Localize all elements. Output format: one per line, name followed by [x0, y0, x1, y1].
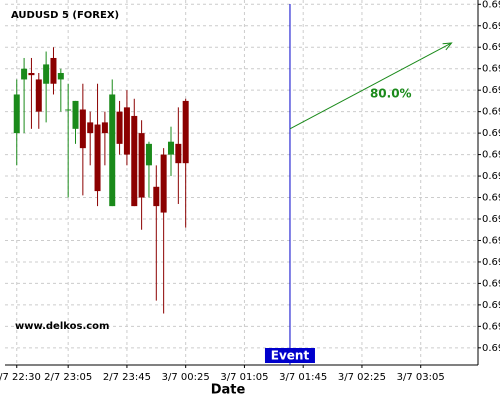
y-tick-label: 0.6924: [482, 85, 500, 96]
candle-body: [116, 111, 123, 144]
y-tick-label: 0.6927: [482, 21, 500, 32]
y-tick-label: 0.6921: [482, 150, 500, 161]
candle-body: [79, 109, 86, 149]
y-tick-label: 0.6922: [482, 128, 500, 139]
candle-body: [167, 141, 174, 155]
candle-body: [65, 109, 72, 111]
x-tick-label: 3/7 01:05: [220, 372, 268, 383]
candle-body: [50, 57, 57, 84]
candle-body: [131, 115, 138, 207]
arrow-head: [442, 42, 453, 51]
candle-body: [43, 64, 50, 84]
x-tick-label: 3/7 02:25: [338, 372, 386, 383]
candle-body: [72, 100, 79, 129]
candle-body: [101, 122, 108, 134]
x-tick-label: 2/7 22:30: [0, 372, 41, 383]
candle-body: [13, 94, 20, 134]
x-tick-label: 2/7 23:05: [44, 372, 92, 383]
candle-body: [145, 143, 152, 166]
candle-body: [35, 79, 42, 112]
x-tick-label: 3/7 01:45: [279, 372, 327, 383]
y-tick-label: 0.6917: [482, 235, 500, 246]
x-tick-label: 2/7 23:45: [103, 372, 151, 383]
arrow-label: 80.0%: [370, 86, 412, 100]
plot-area: [5, 0, 478, 365]
y-tick-label: 0.6915: [482, 278, 500, 289]
candle-body: [28, 73, 35, 76]
event-box: [264, 348, 315, 363]
arrow-line: [289, 42, 452, 130]
candle-body: [57, 73, 64, 80]
watermark: www.delkos.com: [15, 321, 109, 332]
y-tick-label: 0.6926: [482, 42, 500, 53]
y-tick-label: 0.6920: [482, 171, 500, 182]
x-tick-label: 3/7 00:25: [162, 372, 210, 383]
y-tick-label: 0.6914: [482, 300, 500, 311]
candle-body: [94, 124, 101, 192]
y-tick-label: 0.6918: [482, 214, 500, 225]
y-tick-label: 0.6912: [482, 343, 500, 354]
candle-body: [109, 94, 116, 207]
candle-body: [21, 68, 28, 80]
y-tick-label: 0.6916: [482, 257, 500, 268]
candle-body: [138, 133, 145, 198]
candle-body: [87, 122, 94, 134]
candle-body: [123, 107, 130, 155]
candle-body: [182, 100, 189, 164]
x-tick-label: 3/7 03:05: [397, 372, 445, 383]
y-tick-label: 0.6928: [482, 0, 500, 10]
event-label: Event: [271, 349, 310, 363]
candle-body: [160, 154, 167, 213]
chart-title: AUDUSD 5 (FOREX): [11, 10, 119, 21]
x-axis-title: Date: [211, 383, 246, 398]
y-tick-label: 0.6919: [482, 193, 500, 204]
candle-body: [153, 186, 160, 207]
y-tick-label: 0.6925: [482, 64, 500, 75]
y-tick-label: 0.6923: [482, 107, 500, 118]
y-tick-label: 0.6913: [482, 321, 500, 332]
candle-body: [175, 143, 182, 164]
